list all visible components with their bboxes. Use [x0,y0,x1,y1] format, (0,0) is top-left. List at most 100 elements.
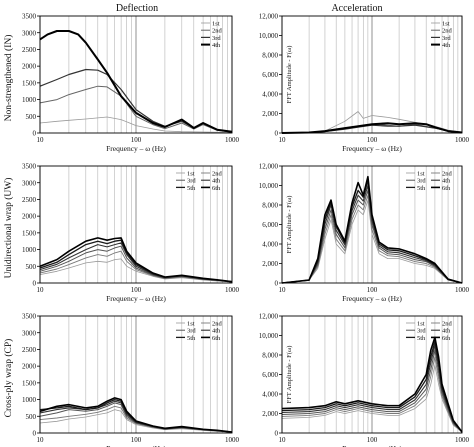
x-tick-label: 1000 [455,436,470,444]
legend-label: 2nd [212,320,223,327]
chart-CP-acceleration: 0 2,000 4,000 6,000 8,000 10,000 12,000 10 100 10… [259,313,470,447]
chart-UW-deflection: 0 500 1000 1500 2000 2500 3000 3500 10 100 1000 Fre… [22,163,240,303]
legend-label: 4th [212,328,221,335]
y-tick-label: 2000 [22,363,37,371]
legend-label: 1st [212,20,220,27]
x-tick-label: 1000 [455,286,470,294]
y-axis-label: FFT Amplitude - F(ω) [286,346,293,404]
y-tick-label: 4,000 [262,241,278,249]
x-axis-label: Frequency – ω (Hz) [106,444,166,447]
legend-label: 1st [187,320,195,327]
legend-label: 2nd [442,170,453,177]
series-line [281,336,463,433]
x-tick-label: 1000 [455,136,470,144]
y-tick-label: 3500 [22,163,37,171]
series-line [39,409,233,433]
legend-label: 3rd [417,178,426,185]
y-tick-label: 2500 [22,346,37,354]
x-axis-label: Frequency – ω (Hz) [342,444,402,447]
x-tick-label: 10 [279,136,287,144]
chart-UW-acceleration: 0 2,000 4,000 6,000 8,000 10,000 12,000 10 100 10… [259,163,470,303]
series-line [281,189,463,284]
series-line [39,116,233,134]
column-title-acceleration: Acceleration [331,3,382,14]
y-tick-label: 1000 [22,96,37,104]
chart-CP-deflection: 0 500 1000 1500 2000 2500 3000 3500 10 100 1000 Fre… [22,313,240,447]
y-tick-label: 2,000 [262,260,278,268]
y-tick-label: 8,000 [262,352,278,360]
row-label-cp: Cross-ply wrap (CP) [3,339,14,418]
x-tick-label: 100 [131,436,142,444]
y-tick-label: 10,000 [259,332,279,340]
plot-frame [281,315,463,434]
series-line [39,85,233,133]
y-tick-label: 2500 [22,46,37,54]
x-tick-label: 10 [37,436,45,444]
y-tick-label: 2,000 [262,110,278,118]
y-tick-label: 0 [275,430,279,438]
legend-label: 1st [187,170,195,177]
legend-label: 6th [212,185,221,192]
y-tick-label: 1000 [22,246,37,254]
legend-label: 3rd [417,328,426,335]
series-line [281,340,463,433]
series-line [281,194,463,284]
chart-IN-deflection: 0 500 1000 1500 2000 2500 3000 3500 10 100 1000 Fre… [22,13,240,153]
legend-label: 4th [442,328,451,335]
x-axis-label: Frequency – ω (Hz) [106,294,166,303]
y-tick-label: 10,000 [259,182,279,190]
y-tick-label: 4,000 [262,391,278,399]
legend-label: 1st [417,320,425,327]
y-axis-label: FFT Amplitude - F(ω) [286,196,293,254]
y-tick-label: 4,000 [262,91,278,99]
y-tick-label: 1500 [22,229,37,237]
y-tick-label: 1500 [22,379,37,387]
plot-frame [281,165,463,284]
y-tick-label: 6,000 [262,221,278,229]
legend-label: 6th [442,185,451,192]
y-tick-label: 0 [33,130,37,138]
series-line [281,349,463,433]
series-line [39,30,233,133]
legend-label: 3rd [187,178,196,185]
legend-label: 3rd [442,35,451,42]
series-line [281,122,463,134]
x-tick-label: 1000 [225,286,240,294]
y-tick-label: 8,000 [262,202,278,210]
x-axis-label: Frequency – ω (Hz) [342,144,402,153]
x-tick-label: 10 [279,436,287,444]
legend-label: 1st [442,20,450,27]
legend-label: 4th [212,178,221,185]
y-tick-label: 3000 [22,329,37,337]
legend-label: 2nd [212,28,223,35]
legend-label: 5th [187,335,196,342]
series-line [281,199,463,284]
x-tick-label: 1000 [225,136,240,144]
x-tick-label: 100 [367,286,378,294]
series-line [281,184,463,284]
y-tick-label: 10,000 [259,32,279,40]
legend-label: 4th [442,178,451,185]
y-tick-label: 2500 [22,196,37,204]
y-tick-label: 500 [26,263,37,271]
y-tick-label: 2000 [22,63,37,71]
y-tick-label: 3000 [22,29,37,37]
legend-label: 2nd [442,28,453,35]
x-tick-label: 10 [279,286,287,294]
y-tick-label: 2,000 [262,410,278,418]
x-tick-label: 100 [367,136,378,144]
y-tick-label: 12,000 [259,163,279,171]
series-line [281,175,463,284]
y-tick-label: 500 [26,413,37,421]
y-tick-label: 500 [26,113,37,121]
plot-frame [39,165,233,284]
y-tick-label: 6,000 [262,71,278,79]
y-tick-label: 12,000 [259,313,279,321]
x-tick-label: 100 [131,286,142,294]
x-axis-label: Frequency – ω (Hz) [342,294,402,303]
legend-label: 1st [417,170,425,177]
legend-label: 3rd [212,35,221,42]
legend-label: 6th [212,335,221,342]
legend-label: 5th [417,335,426,342]
